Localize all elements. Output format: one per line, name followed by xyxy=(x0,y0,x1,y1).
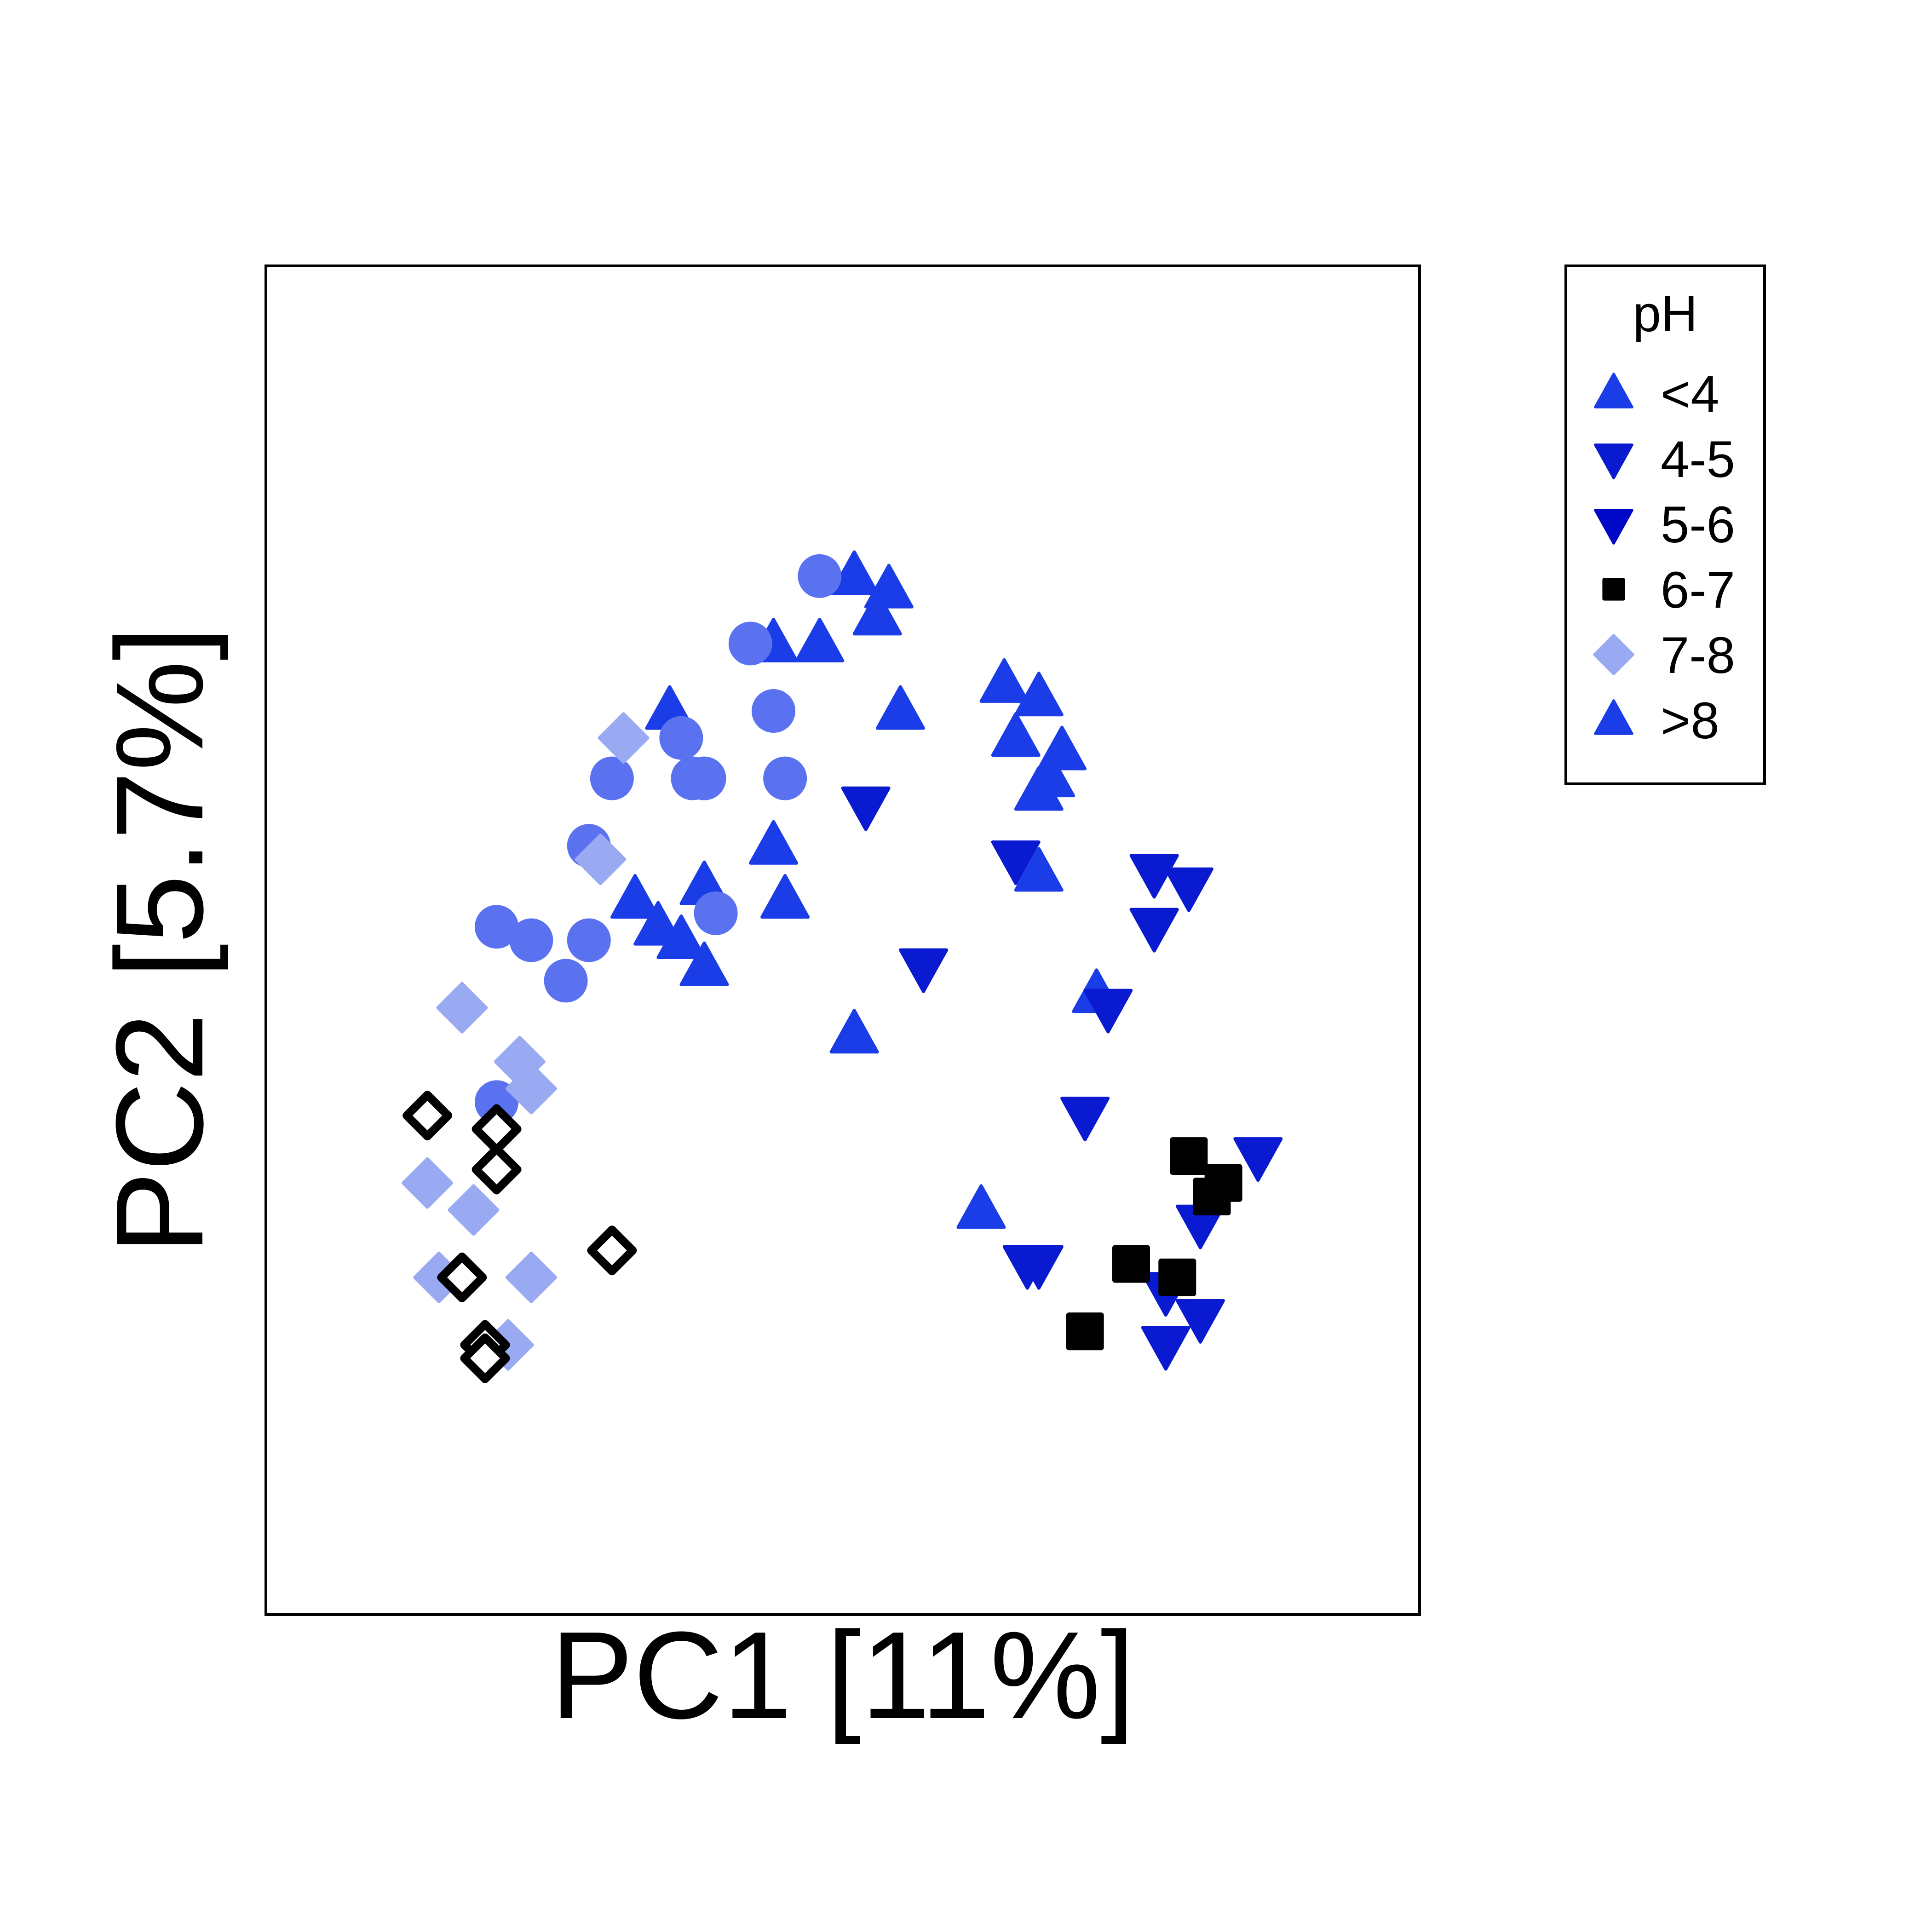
point-open-diamond xyxy=(587,1225,637,1276)
point-down-triangle xyxy=(1164,867,1213,912)
point-up-triangle xyxy=(610,874,660,919)
plot-frame xyxy=(264,264,1421,1616)
point-up-triangle xyxy=(760,874,810,919)
point-black-square xyxy=(1170,1137,1208,1175)
point-circle xyxy=(475,905,519,949)
y-axis-label: PC2 [5.7%] xyxy=(91,626,230,1254)
point-down-triangle xyxy=(1141,1326,1190,1371)
point-light-diamond xyxy=(448,1184,500,1236)
point-down-triangle xyxy=(1175,1299,1225,1344)
legend-marker-2 xyxy=(1594,509,1633,545)
legend-label-0: <4 xyxy=(1661,365,1719,423)
point-down-triangle xyxy=(841,786,891,831)
legend-label-3: 6-7 xyxy=(1661,561,1735,619)
point-circle xyxy=(763,756,807,800)
point-light-diamond xyxy=(402,1157,454,1209)
x-axis-label: PC1 [11%] xyxy=(551,1606,1135,1745)
legend-marker-4 xyxy=(1593,634,1634,675)
legend: pH <4 4-5 5-6 6-7 7-8 >8 xyxy=(1564,264,1766,785)
point-circle xyxy=(671,756,715,800)
point-up-triangle xyxy=(795,617,845,662)
point-open-diamond xyxy=(460,1333,510,1383)
point-light-diamond xyxy=(575,834,627,886)
legend-label-5: >8 xyxy=(1661,692,1719,749)
point-circle xyxy=(659,716,703,760)
legend-label-4: 7-8 xyxy=(1661,627,1735,684)
point-down-triangle xyxy=(991,840,1041,886)
point-light-diamond xyxy=(505,1252,557,1303)
point-circle xyxy=(567,918,611,962)
point-down-triangle xyxy=(899,948,949,993)
legend-entries: <4 4-5 5-6 6-7 7-8 >8 xyxy=(1593,365,1735,749)
point-up-triangle xyxy=(875,685,925,730)
point-light-diamond xyxy=(505,1063,557,1115)
point-up-triangle xyxy=(656,914,706,959)
point-open-diamond xyxy=(437,1253,487,1302)
point-circle xyxy=(752,689,796,733)
point-circle xyxy=(798,554,842,598)
point-down-triangle xyxy=(1129,908,1179,953)
point-up-triangle xyxy=(979,658,1029,703)
legend-title: pH xyxy=(1633,286,1698,342)
legend-label-1: 4-5 xyxy=(1661,431,1735,488)
point-up-triangle xyxy=(991,712,1041,757)
point-black-square xyxy=(1158,1259,1196,1296)
point-up-triangle xyxy=(829,1009,879,1054)
legend-frame xyxy=(1564,264,1766,785)
point-black-square xyxy=(1112,1245,1150,1283)
point-up-triangle xyxy=(829,550,879,595)
point-open-diamond xyxy=(472,1144,522,1195)
point-circle xyxy=(694,891,738,935)
point-up-triangle xyxy=(679,941,729,986)
legend-marker-3 xyxy=(1602,578,1625,601)
point-circle xyxy=(544,959,588,1003)
legend-marker-1 xyxy=(1594,443,1633,479)
point-down-triangle xyxy=(1060,1097,1110,1142)
point-down-triangle xyxy=(1014,1245,1064,1290)
point-up-triangle xyxy=(1014,766,1064,811)
point-down-triangle xyxy=(1233,1137,1283,1182)
point-circle xyxy=(590,756,634,800)
point-up-triangle xyxy=(1014,672,1064,717)
legend-marker-0 xyxy=(1594,373,1633,408)
point-down-triangle xyxy=(1129,854,1179,899)
point-up-triangle xyxy=(956,1184,1006,1229)
point-circle xyxy=(509,918,553,962)
point-black-square xyxy=(1066,1312,1104,1351)
point-open-diamond xyxy=(402,1091,453,1141)
legend-marker-5 xyxy=(1594,699,1633,735)
point-circle xyxy=(728,621,772,666)
point-light-diamond xyxy=(436,982,488,1034)
legend-label-2: 5-6 xyxy=(1661,496,1735,553)
points-layer xyxy=(402,550,1283,1383)
point-up-triangle xyxy=(1014,847,1064,892)
point-up-triangle xyxy=(852,591,902,636)
point-light-diamond xyxy=(598,712,650,764)
point-up-triangle xyxy=(749,820,799,865)
point-down-triangle xyxy=(1083,989,1133,1034)
point-black-square xyxy=(1193,1178,1231,1216)
